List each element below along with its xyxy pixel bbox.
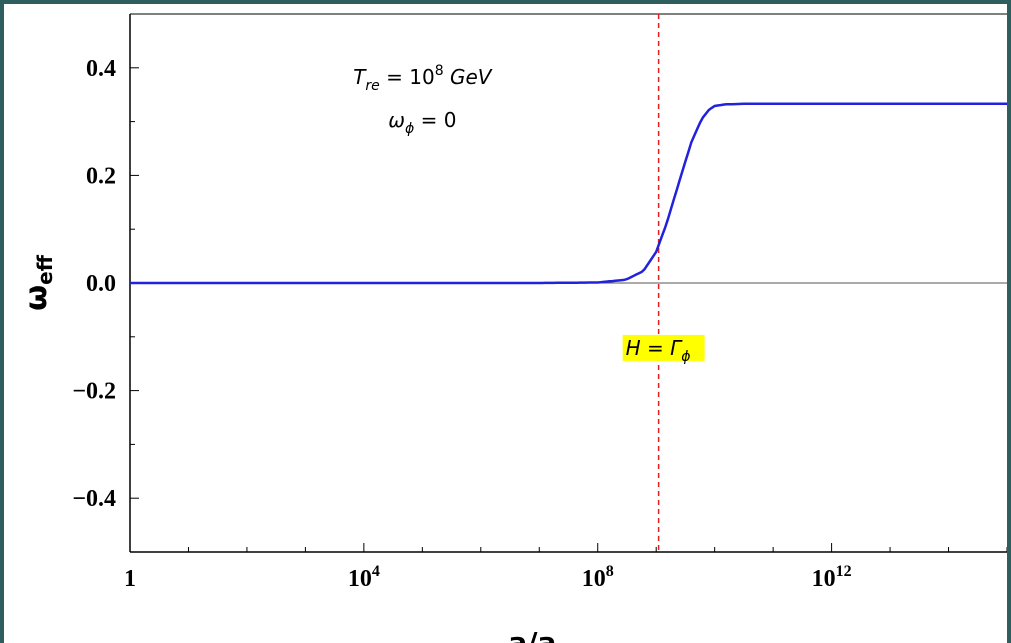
labels-group: 1 104 108 1012 0.4 0.2 0.0 −0.2 −0.4 ωeff a/aT Tre … [19, 56, 852, 643]
reference-label-highlight [622, 334, 705, 361]
series-group [130, 102, 1007, 285]
y-tick-label: −0.4 [72, 486, 116, 512]
y-tick-label: 0.4 [86, 56, 116, 82]
y-tick-label: −0.2 [72, 379, 116, 405]
y-tick-label: 0.2 [86, 163, 116, 189]
x-tick-label: 1012 [812, 563, 852, 592]
chart-frame: H = Γϕ 1 104 108 1012 0.4 0.2 0.0 −0.2 −0.4 ωeff a… [4, 4, 1007, 643]
y-tick-label: 0.0 [86, 271, 116, 297]
x-tick-label: 1 [124, 566, 136, 592]
series-line-0 [130, 102, 1007, 285]
y-axis-title: ωeff [19, 254, 57, 311]
line-chart: H = Γϕ 1 104 108 1012 0.4 0.2 0.0 −0.2 −0.4 ωeff a… [19, 13, 1007, 643]
annotation-0: Tre = 108 GeV [353, 63, 493, 94]
x-tick-label: 104 [348, 563, 380, 592]
annotation-1: ωϕ = 0 [388, 108, 456, 137]
x-tick-label: 108 [582, 563, 614, 592]
x-axis-title: a/aT [508, 626, 569, 643]
reference-label: H = Γϕ [626, 336, 691, 365]
